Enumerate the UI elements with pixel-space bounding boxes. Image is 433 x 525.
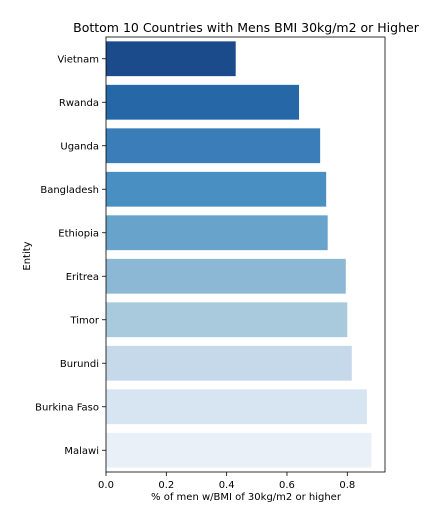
x-tick-label: 0.2 (158, 480, 174, 491)
y-tick-label: Vietnam (57, 54, 99, 65)
y-tick-label: Bangladesh (40, 185, 99, 196)
y-tick-label: Eritrea (66, 272, 99, 283)
y-tick-label: Burundi (60, 359, 99, 370)
y-tick-label: Burkina Faso (35, 402, 99, 413)
y-tick-label: Timor (69, 315, 99, 326)
bar (106, 302, 348, 338)
chart-title: Bottom 10 Countries with Mens BMI 30kg/m… (73, 20, 420, 35)
bar (106, 128, 321, 164)
y-tick-label: Rwanda (59, 98, 99, 109)
bar (106, 84, 300, 120)
bar (106, 345, 352, 381)
x-tick-label: 0.4 (219, 480, 235, 491)
y-tick-label: Uganda (60, 141, 99, 152)
plot-frame (105, 36, 386, 473)
x-axis-label: % of men w/BMI of 30kg/m2 or higher (151, 492, 342, 503)
y-tick-label: Ethiopia (58, 228, 99, 239)
bar (106, 41, 236, 77)
bar (106, 258, 346, 294)
bar (106, 215, 328, 251)
plot-area: Vietnam Rwanda Uganda Bangladesh Ethiopia Eri… (35, 36, 386, 491)
x-tick-label: 0.8 (339, 480, 355, 491)
bar (106, 389, 367, 425)
bar (106, 171, 327, 207)
x-tick-label: 0.0 (98, 480, 114, 491)
x-tick-label: 0.6 (279, 480, 295, 491)
y-axis-label: Entity (22, 241, 33, 270)
y-tick-label: Malawi (64, 446, 99, 457)
bar (106, 432, 372, 468)
